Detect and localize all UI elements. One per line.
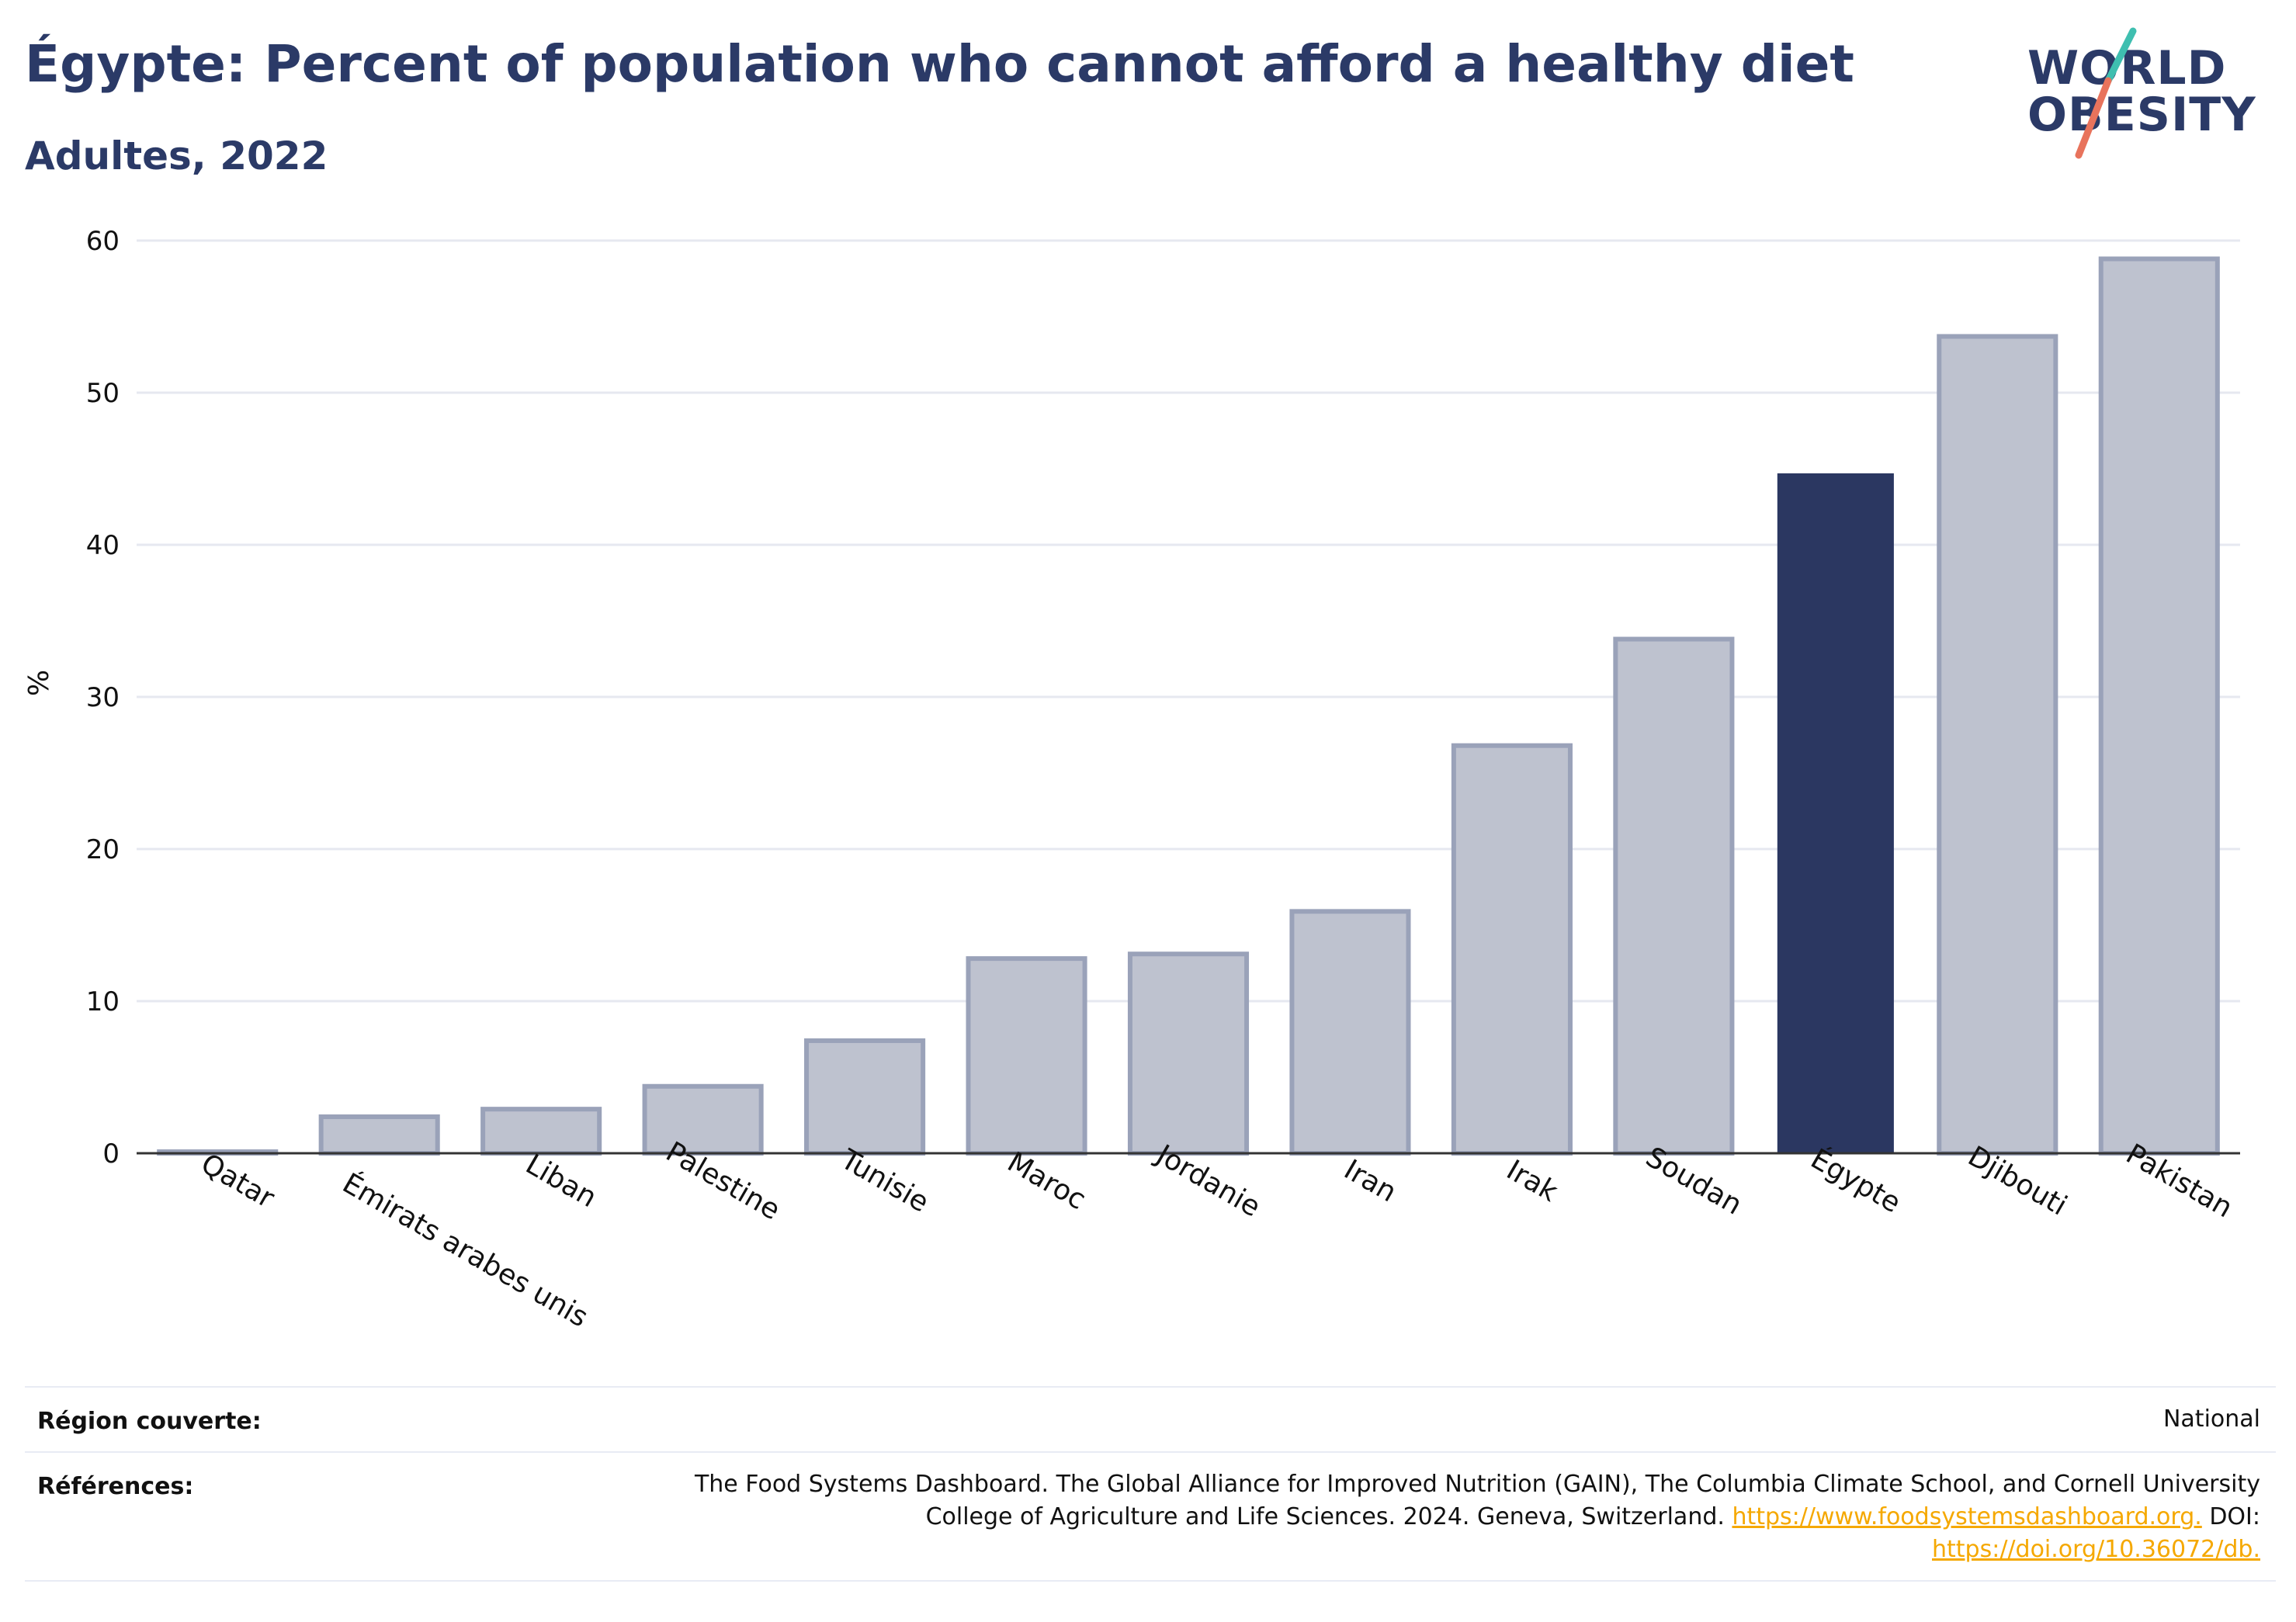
- references-line-2: College of Agriculture and Life Sciences…: [553, 1501, 2260, 1534]
- bar-Iran[interactable]: [1289, 909, 1411, 1156]
- bar-Jordanie[interactable]: [1127, 951, 1250, 1156]
- bar-Palestine[interactable]: [642, 1083, 764, 1156]
- logo-slash-icon: [2075, 27, 2137, 159]
- footer-divider-bottom: [25, 1580, 2276, 1582]
- y-tick-label: 0: [102, 1139, 120, 1170]
- references-text-2: College of Agriculture and Life Sciences…: [925, 1503, 1725, 1530]
- region-value: National: [2162, 1405, 2260, 1433]
- x-tick-label: Liban: [520, 1149, 602, 1214]
- region-label: Région couverte:: [37, 1408, 262, 1435]
- x-tick-label: Iran: [1339, 1154, 1402, 1209]
- x-tick-label: Maroc: [1002, 1146, 1091, 1216]
- footer-divider-top: [25, 1386, 2276, 1388]
- bars: [157, 256, 2220, 1156]
- references-label: Références:: [37, 1473, 194, 1500]
- reference-link-doi[interactable]: https://doi.org/10.36072/db.: [1932, 1536, 2260, 1563]
- y-tick-label: 50: [86, 378, 120, 409]
- bar-Soudan[interactable]: [1613, 636, 1735, 1156]
- reference-link-dashboard[interactable]: https://www.foodsystemsdashboard.org.: [1732, 1503, 2202, 1530]
- bar-Tunisie[interactable]: [804, 1038, 926, 1156]
- references-line-1: The Food Systems Dashboard. The Global A…: [694, 1471, 2260, 1498]
- bar-Pakistan[interactable]: [2098, 256, 2220, 1156]
- logo-text-obesity: OBESITY: [2027, 88, 2256, 142]
- logo-text-world: WORLD: [2027, 41, 2227, 95]
- bar-Liban[interactable]: [480, 1107, 602, 1156]
- y-tick-label: 10: [86, 986, 120, 1017]
- references-line-3: https://doi.org/10.36072/db.: [553, 1534, 2260, 1566]
- y-tick-label: 20: [86, 834, 120, 865]
- chart-subtitle: Adultes, 2022: [25, 133, 328, 178]
- bar-Émirats arabes unis[interactable]: [318, 1114, 440, 1156]
- footer-divider-middle: [25, 1451, 2276, 1453]
- x-tick-label: Qatar: [196, 1148, 279, 1215]
- y-tick-label: 40: [86, 530, 120, 561]
- y-tick-label: 60: [86, 226, 120, 257]
- references-text-3: DOI:: [2209, 1503, 2260, 1530]
- x-tick-label: Irak: [1501, 1154, 1563, 1208]
- chart-title: Égypte: Percent of population who cannot…: [25, 34, 1854, 94]
- bar-Djibouti[interactable]: [1937, 334, 2058, 1156]
- bar-Maroc[interactable]: [966, 956, 1087, 1156]
- y-axis-label: %: [23, 670, 55, 696]
- grid-lines: [137, 239, 2240, 1003]
- y-tick-label: 30: [86, 682, 120, 713]
- references-value: The Food Systems Dashboard. The Global A…: [553, 1468, 2260, 1566]
- bar-Égypte[interactable]: [1777, 473, 1894, 1153]
- bar-Irak[interactable]: [1451, 743, 1573, 1156]
